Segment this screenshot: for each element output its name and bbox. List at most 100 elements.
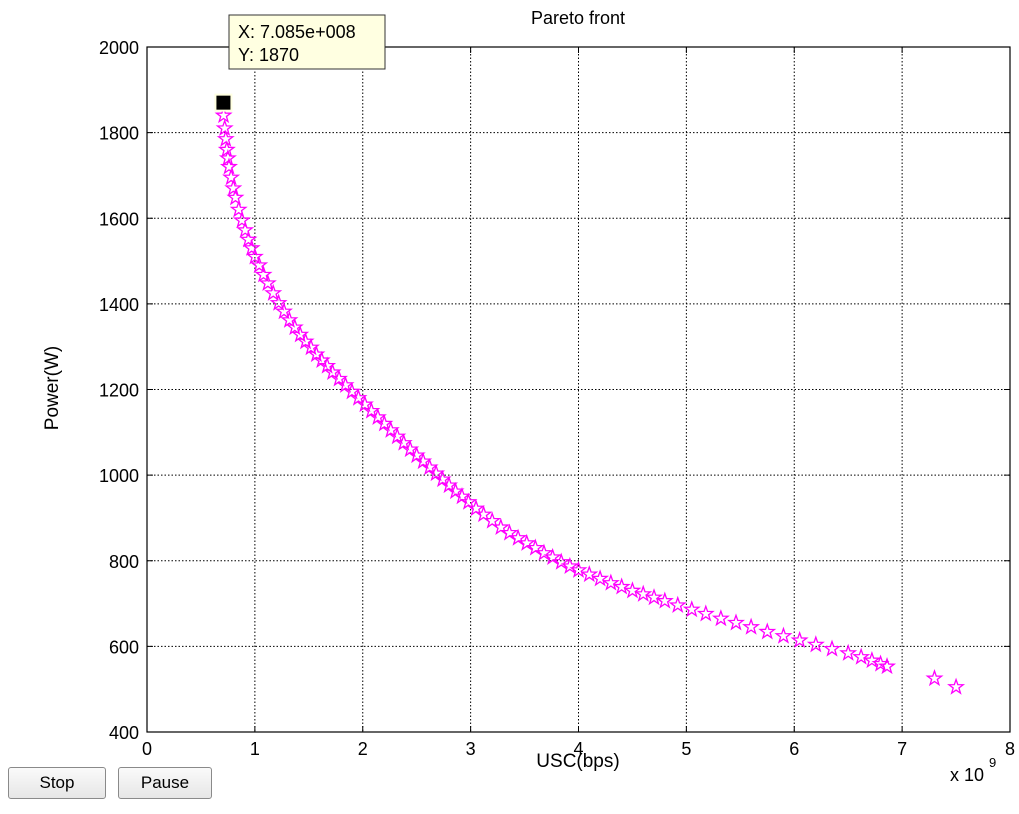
data-point <box>947 677 966 695</box>
x-axis-multiplier: x 10 <box>950 765 984 785</box>
data-point <box>258 273 277 291</box>
data-point <box>509 528 528 546</box>
data-point <box>696 604 715 622</box>
data-point <box>239 230 258 248</box>
data-point <box>491 517 510 536</box>
y-tick-label: 600 <box>109 637 139 657</box>
data-point <box>758 622 777 640</box>
data-point <box>254 265 273 283</box>
data-point <box>644 588 664 606</box>
data-point <box>517 533 536 551</box>
x-tick-label: 8 <box>1005 739 1015 759</box>
data-point <box>560 556 579 574</box>
data-point <box>601 573 620 591</box>
y-tick-label: 1400 <box>99 295 139 315</box>
x-tick-label: 2 <box>358 739 368 759</box>
data-point <box>878 657 897 675</box>
stop-button[interactable]: Stop <box>8 767 106 799</box>
data-point <box>323 362 342 381</box>
data-point <box>483 511 502 529</box>
data-point <box>612 577 631 595</box>
y-tick-label: 2000 <box>99 38 139 58</box>
data-point <box>342 382 361 400</box>
data-point <box>774 626 793 644</box>
x-tick-label: 7 <box>897 739 907 759</box>
data-point <box>242 238 261 256</box>
data-point <box>264 283 283 301</box>
grid <box>147 47 1010 732</box>
data-point <box>569 560 588 578</box>
data-point <box>414 451 433 470</box>
x-axis-label: USC(bps) <box>536 751 619 772</box>
data-point <box>655 591 674 609</box>
data-point <box>742 617 761 635</box>
data-point <box>711 609 730 627</box>
data-point <box>552 552 571 570</box>
x-tick-label: 4 <box>573 739 583 759</box>
data-point <box>394 433 413 451</box>
data-point <box>806 635 825 653</box>
y-tick-label: 1200 <box>99 381 139 401</box>
data-point <box>440 475 459 494</box>
data-point <box>526 538 545 556</box>
datatip-marker[interactable] <box>214 93 233 112</box>
data-point <box>822 639 842 657</box>
y-tick-label: 400 <box>109 723 139 743</box>
data-point <box>591 569 610 587</box>
x-tick-label: 6 <box>789 739 799 759</box>
data-point <box>459 492 478 510</box>
data-point <box>285 317 304 336</box>
datatip-y-text: Y: 1870 <box>238 45 299 65</box>
data-points <box>214 106 966 695</box>
x-tick-label: 0 <box>142 739 152 759</box>
data-point <box>682 600 701 618</box>
datatip-box <box>228 14 386 70</box>
x-tick-label: 1 <box>250 739 260 759</box>
y-tick-label: 1000 <box>99 466 139 486</box>
data-point <box>229 200 248 218</box>
data-point <box>500 523 519 541</box>
data-point <box>433 469 452 488</box>
data-point <box>474 505 493 523</box>
y-tick-label: 1800 <box>99 124 139 144</box>
data-point <box>232 210 251 229</box>
data-point <box>236 220 255 238</box>
data-point <box>580 564 599 583</box>
data-point <box>355 394 374 413</box>
y-tick-label: 800 <box>109 552 139 572</box>
x-axis-multiplier-exponent: 9 <box>989 755 996 770</box>
data-point <box>862 651 881 669</box>
data-point <box>381 420 400 438</box>
data-point <box>280 310 299 328</box>
pause-button[interactable]: Pause <box>118 767 212 799</box>
data-point <box>790 630 809 649</box>
data-point <box>226 188 245 206</box>
data-point <box>214 106 233 124</box>
data-point <box>375 414 394 432</box>
data-point <box>534 543 553 561</box>
data-point <box>216 129 235 147</box>
data-point <box>329 369 349 387</box>
data-point <box>925 668 944 687</box>
axis-ticks: 0 1 2 3 4 5 6 7 8 400 600 800 1000 1200 1400 1600 1800 20… <box>99 38 1015 759</box>
data-point <box>668 595 687 613</box>
data-point <box>362 401 381 419</box>
datatip-x-text: X: 7.085e+008 <box>238 22 356 42</box>
data-point <box>368 407 387 426</box>
data-point <box>224 178 243 196</box>
data-point <box>839 643 858 661</box>
data-point <box>336 375 355 393</box>
data-point <box>250 255 269 274</box>
data-point <box>543 547 562 565</box>
data-point <box>274 302 294 320</box>
x-tick-label: 3 <box>466 739 476 759</box>
data-point <box>634 584 653 602</box>
data-point <box>852 647 871 665</box>
data-point <box>401 439 420 458</box>
data-point <box>219 157 239 175</box>
data-point <box>407 445 426 464</box>
datatip[interactable]: X: 7.085e+008 Y: 1870 <box>214 14 386 112</box>
data-point <box>388 427 407 445</box>
data-point <box>215 118 234 137</box>
